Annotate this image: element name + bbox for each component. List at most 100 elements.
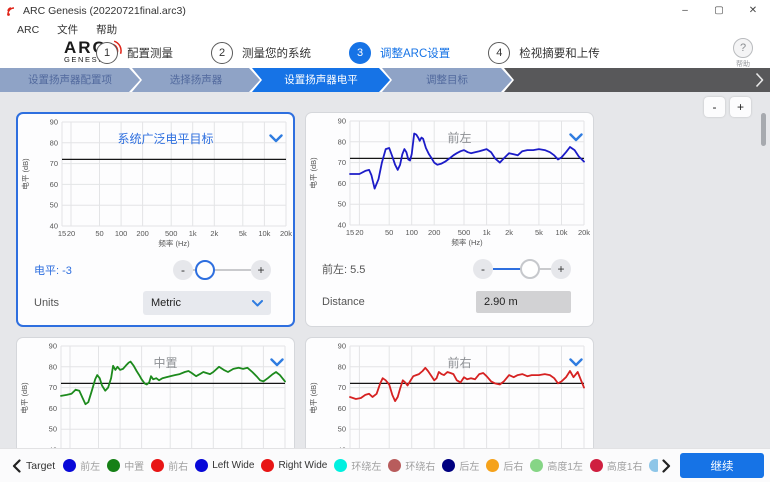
chevron-down-icon[interactable] (269, 134, 283, 143)
slider-fill (493, 268, 531, 270)
legend-label: 后左 (459, 462, 480, 473)
zoom-in-button[interactable]: + (730, 97, 751, 117)
chevron-right-icon[interactable] (658, 458, 674, 473)
content-area: - + 15 20 50 100 200 500 1k 2k 5k 10k 20k 90 80 70 60 5… (0, 92, 770, 448)
legend-dot (151, 459, 165, 472)
legend-dot (486, 459, 500, 472)
slider-track[interactable] (493, 259, 551, 279)
plus-button[interactable]: + (551, 259, 571, 279)
step-4-review-and-upload[interactable]: 4 检视摘要和上传 (488, 42, 600, 64)
svg-text:频率 (Hz): 频率 (Hz) (451, 237, 483, 247)
legend-label: 高度1左 (547, 462, 583, 473)
step-label: 测量您的系统 (242, 48, 311, 60)
svg-text:70: 70 (338, 158, 346, 167)
legend-label: 前左 (80, 462, 101, 473)
legend-height1-left[interactable]: 高度1左 (530, 458, 583, 473)
step-label: 检视摘要和上传 (519, 48, 600, 60)
chevron-down-icon[interactable] (569, 358, 583, 367)
chevron-right-icon (755, 72, 764, 88)
svg-text:100: 100 (405, 228, 418, 237)
panel-title[interactable]: 前左 (447, 131, 472, 145)
legend-dot (261, 459, 275, 472)
scrollbar-thumb[interactable] (761, 113, 766, 146)
menu-bar: ARC 文件 帮助 (0, 21, 770, 38)
front-left-panel: 15 20 50 100 200 500 1k 2k 5k 10k 20k 90 80 70 60 50 40 频… (305, 112, 594, 327)
help-button[interactable]: ? 帮助 (724, 38, 762, 69)
svg-text:60: 60 (338, 179, 346, 188)
step-number: 4 (488, 42, 511, 64)
legend-items: 前左 中置 前右 Left Wide Right Wide 环绕左 环绕右 后左 后右 高度1左 高… (63, 449, 658, 482)
help-label: 帮助 (736, 61, 750, 68)
legend-rear-left[interactable]: 后左 (442, 458, 479, 473)
crumb-speaker-configuration[interactable]: 设置扬声器配置项 (0, 68, 140, 92)
svg-text:电平 (dB): 电平 (dB) (19, 382, 29, 414)
step-2-measure-system[interactable]: 2 测量您的系统 (211, 42, 311, 64)
slider-track[interactable] (193, 260, 251, 280)
level-label: 电平: -3 (34, 265, 72, 277)
center-panel: 1520501002005001k2k5k10k20k908070605040频… (16, 337, 295, 448)
slider-handle[interactable] (520, 259, 541, 279)
menu-file[interactable]: 文件 (57, 24, 79, 36)
units-dropdown[interactable]: Metric (143, 291, 271, 315)
svg-text:5k: 5k (535, 228, 543, 237)
close-button[interactable]: ✕ (748, 5, 758, 16)
legend-front-left[interactable]: 前左 (63, 458, 100, 473)
chevron-down-icon[interactable] (270, 358, 284, 367)
crumb-set-speaker-levels[interactable]: 设置扬声器电平 (252, 68, 390, 92)
level-slider: - + (173, 260, 271, 280)
menu-help[interactable]: 帮助 (96, 24, 118, 36)
chevron-down-icon (252, 299, 263, 306)
level-slider: - + (473, 259, 571, 279)
zoom-out-button[interactable]: - (704, 97, 725, 117)
crumb-adjust-targets[interactable]: 调整目标 (382, 68, 512, 92)
chevron-left-icon[interactable] (8, 458, 24, 473)
svg-text:90: 90 (338, 342, 346, 351)
minimize-button[interactable]: – (682, 5, 688, 16)
legend-label: 高度1右 (606, 462, 643, 473)
legend-right-wide[interactable]: Right Wide (261, 459, 327, 472)
svg-text:频率 (Hz): 频率 (Hz) (158, 238, 190, 248)
slider-handle[interactable] (195, 260, 216, 280)
distance-field[interactable]: 2.90 m (476, 291, 571, 313)
legend-target[interactable]: Target (26, 459, 56, 472)
panel-title[interactable]: 前右 (447, 356, 472, 370)
svg-text:60: 60 (338, 404, 346, 413)
minus-button[interactable]: - (173, 260, 193, 280)
step-label: 配置测量 (127, 48, 173, 60)
legend-dot (649, 459, 658, 472)
maximize-button[interactable]: ▢ (714, 5, 724, 16)
legend-surround-right[interactable]: 环绕右 (388, 458, 435, 473)
panel-title[interactable]: 中置 (153, 356, 178, 370)
step-3-adjust-arc-settings[interactable]: 3 调整ARC设置 (349, 42, 450, 64)
svg-text:90: 90 (50, 118, 58, 127)
step-1-configure-measurement[interactable]: 1 配置测量 (96, 42, 173, 64)
svg-text:90: 90 (338, 117, 346, 126)
svg-text:80: 80 (338, 362, 346, 371)
system-target-chart: 15 20 50 100 200 500 1k 2k 5k 10k 20k 90 80 70 60 50 40 频… (20, 118, 292, 249)
breadcrumb: 设置扬声器配置项 选择扬声器 设置扬声器电平 调整目标 (0, 68, 770, 92)
menu-arc[interactable]: ARC (17, 23, 40, 36)
svg-text:40: 40 (338, 221, 346, 230)
panel-title[interactable]: 系统广泛电平目标 (117, 132, 214, 146)
legend-height2-left[interactable]: 高度2左 (649, 458, 658, 473)
wizard-steps: 1 配置测量 2 测量您的系统 3 调整ARC设置 4 检视摘要和上传 (96, 41, 600, 65)
front-right-panel: 1520501002005001k2k5k10k20k908070605040频… (305, 337, 594, 448)
svg-text:40: 40 (338, 446, 346, 449)
plus-button[interactable]: + (251, 260, 271, 280)
legend-dot (107, 459, 121, 472)
step-number: 3 (349, 42, 371, 64)
minus-button[interactable]: - (473, 259, 493, 279)
legend-rear-right[interactable]: 后右 (486, 458, 523, 473)
chevron-down-icon[interactable] (569, 133, 583, 142)
legend-front-right[interactable]: 前右 (151, 458, 188, 473)
legend-height1-right[interactable]: 高度1右 (589, 458, 643, 473)
legend-center[interactable]: 中置 (107, 458, 144, 473)
crumb-select-speakers[interactable]: 选择扬声器 (132, 68, 260, 92)
legend-surround-left[interactable]: 环绕左 (334, 458, 381, 473)
legend-left-wide[interactable]: Left Wide (195, 459, 254, 472)
svg-text:70: 70 (338, 383, 346, 392)
continue-button[interactable]: 继续 (680, 453, 764, 478)
step-label: 调整ARC设置 (380, 48, 451, 60)
svg-text:500: 500 (458, 228, 471, 237)
